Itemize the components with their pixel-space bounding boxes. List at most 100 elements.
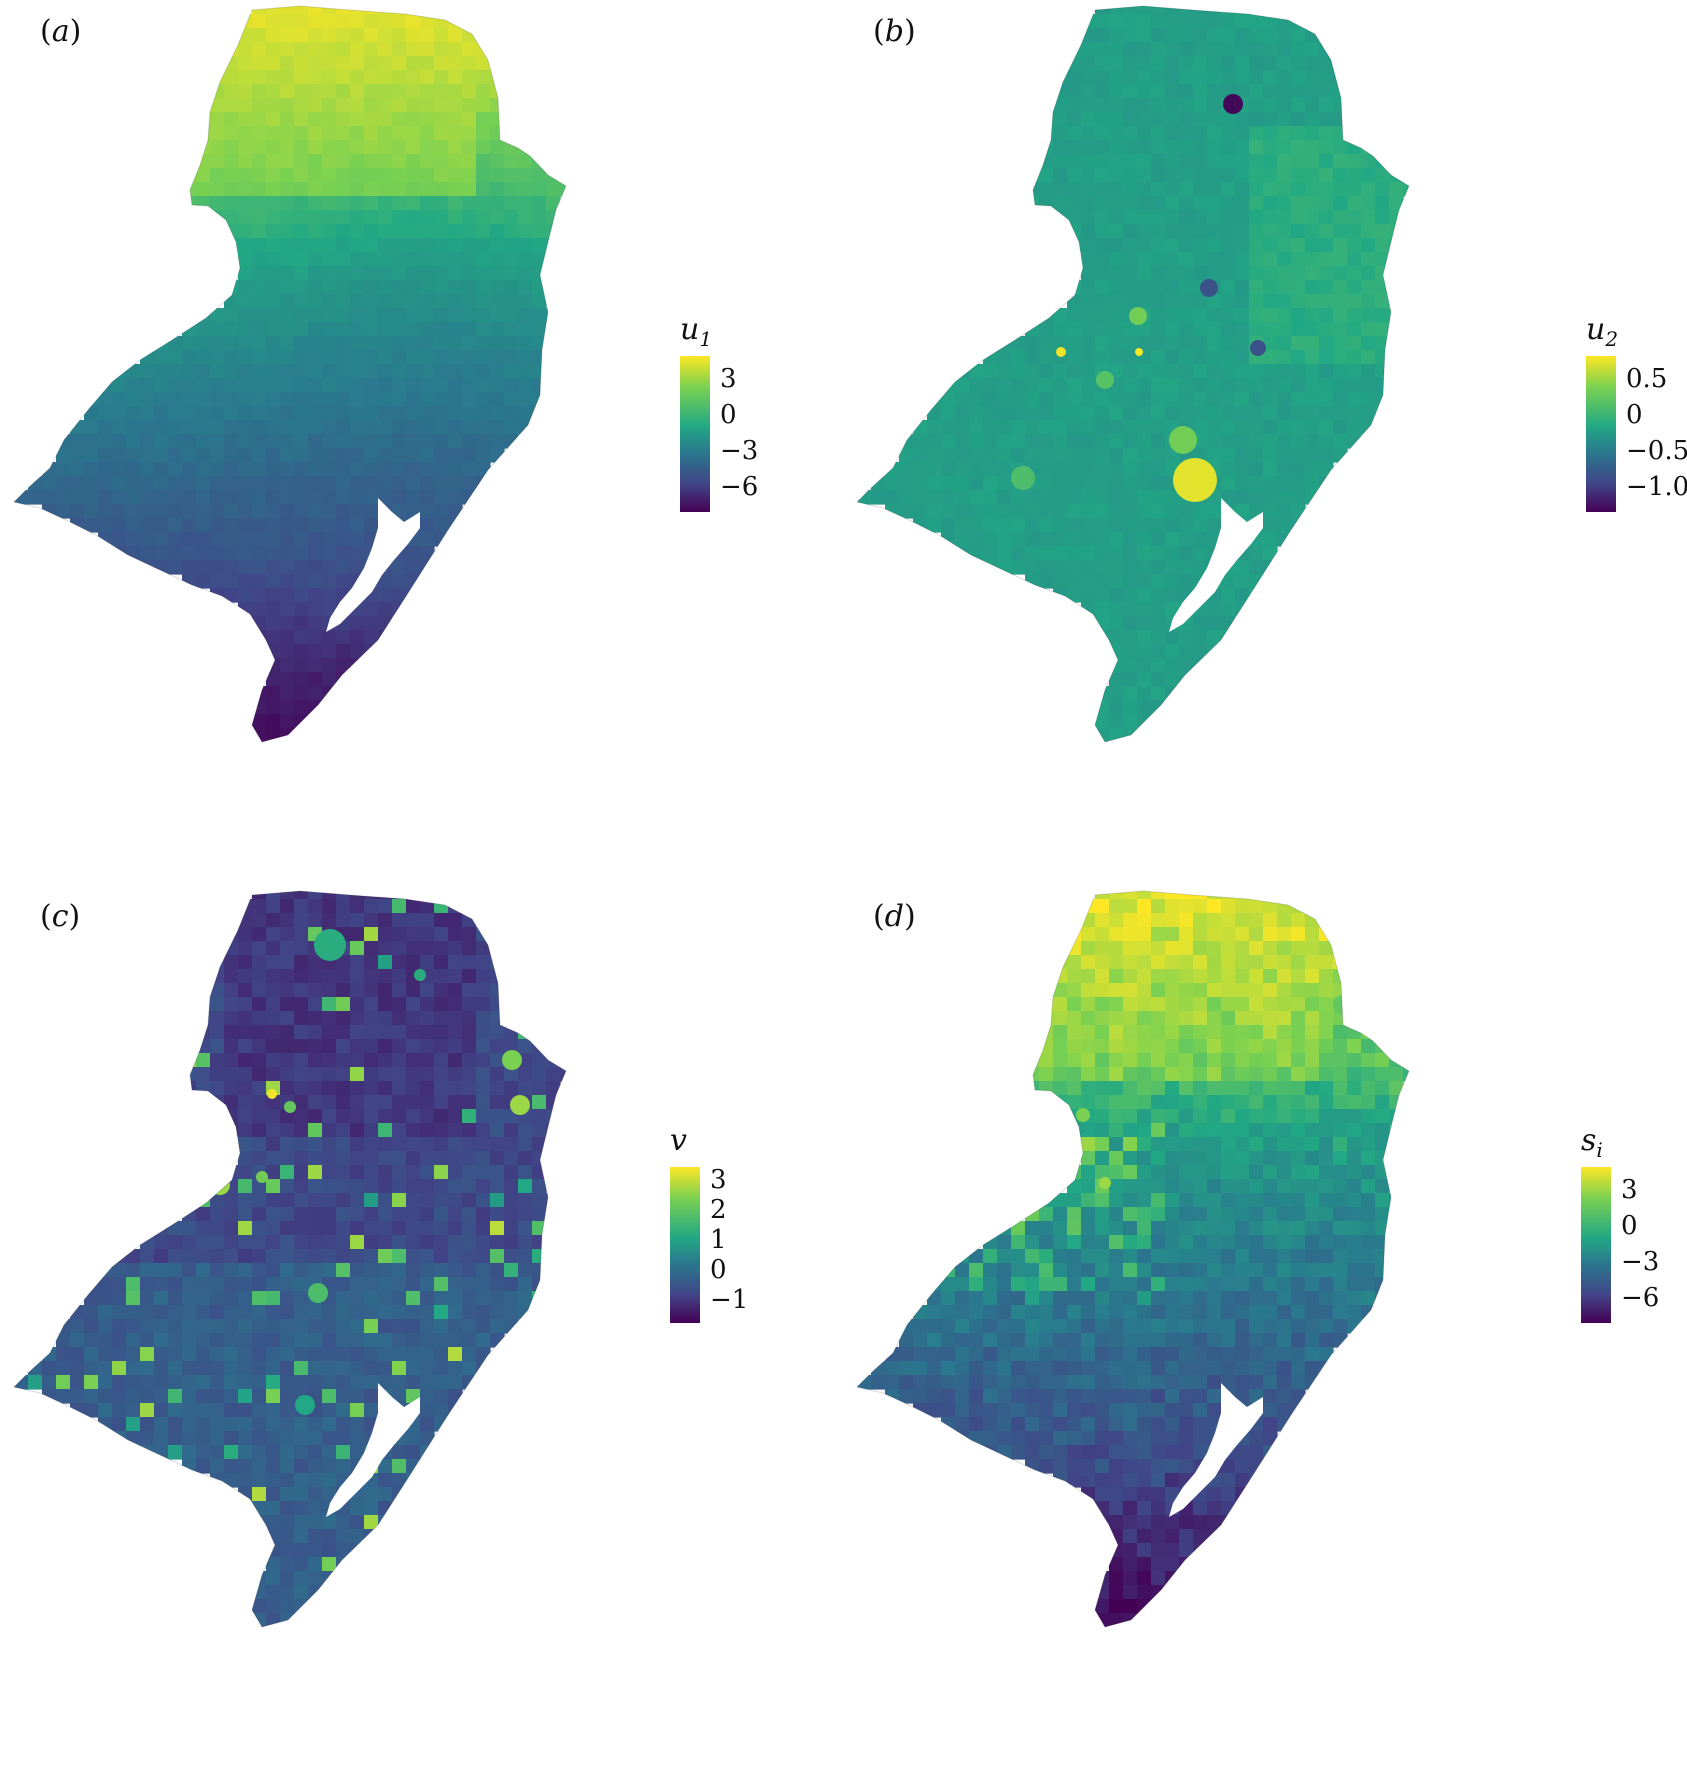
municipality-cell <box>532 1109 547 1124</box>
municipality-cell <box>448 378 463 393</box>
municipality-cell <box>1165 196 1180 211</box>
municipality-cell <box>1361 1249 1376 1264</box>
municipality-cell <box>462 1249 477 1264</box>
municipality-cell <box>154 434 169 449</box>
municipality-cell <box>336 336 351 351</box>
municipality-cell <box>1221 1291 1236 1306</box>
municipality-cell <box>210 112 225 127</box>
municipality-cell <box>392 294 407 309</box>
municipality-cell <box>252 378 267 393</box>
municipality-cell <box>378 997 393 1012</box>
municipality-cell <box>252 112 267 127</box>
municipality-cell <box>252 434 267 449</box>
municipality-cell <box>1067 154 1082 169</box>
municipality-cell <box>955 420 970 435</box>
tick-label: −3 <box>720 436 759 466</box>
municipality-cell <box>997 1445 1012 1460</box>
municipality-cell <box>294 462 309 477</box>
municipality-cell <box>266 1305 281 1320</box>
municipality-cell <box>927 1389 942 1404</box>
municipality-cell <box>1263 983 1278 998</box>
municipality-cell <box>336 1067 351 1082</box>
municipality-cell <box>1361 154 1376 169</box>
municipality-cell <box>1011 504 1026 519</box>
municipality-cell <box>1095 1389 1110 1404</box>
municipality-cell <box>1375 1263 1390 1278</box>
municipality-cell <box>364 927 379 942</box>
municipality-cell <box>322 448 337 463</box>
municipality-cell <box>1347 1137 1362 1152</box>
municipality-cell <box>350 1403 365 1418</box>
municipality-cell <box>126 1291 141 1306</box>
municipality-cell <box>280 1543 295 1558</box>
municipality-cell <box>941 392 956 407</box>
municipality-cell <box>1249 224 1264 239</box>
municipality-cell <box>196 1081 211 1096</box>
municipality-cell <box>997 1389 1012 1404</box>
municipality-cell <box>84 1375 99 1390</box>
municipality-cell <box>1095 1361 1110 1376</box>
municipality-cell <box>406 308 421 323</box>
municipality-cell <box>280 616 295 631</box>
municipality-cell <box>1109 350 1124 365</box>
municipality-cell <box>1165 364 1180 379</box>
municipality-cell <box>364 1375 379 1390</box>
municipality-cell <box>322 350 337 365</box>
municipality-cell <box>280 1473 295 1488</box>
municipality-cell <box>518 182 533 197</box>
municipality-cell <box>955 1333 970 1348</box>
municipality-cell <box>983 1431 998 1446</box>
municipality-cell <box>1011 1305 1026 1320</box>
municipality-cell <box>252 1417 267 1432</box>
municipality-cell <box>462 941 477 956</box>
municipality-cell <box>406 196 421 211</box>
municipality-cell <box>252 168 267 183</box>
municipality-cell <box>84 1361 99 1376</box>
municipality-cell <box>252 182 267 197</box>
municipality-cell <box>434 168 449 183</box>
municipality-cell <box>266 448 281 463</box>
municipality-cell <box>1249 1193 1264 1208</box>
municipality-cell <box>1123 6 1138 15</box>
municipality-cell <box>154 462 169 477</box>
municipality-cell <box>182 1291 197 1306</box>
municipality-cell <box>266 1263 281 1278</box>
municipality-cell <box>112 1263 127 1278</box>
municipality-cell <box>308 224 323 239</box>
municipality-cell <box>378 1095 393 1110</box>
municipality-cell <box>84 448 99 463</box>
municipality-cell <box>280 700 295 715</box>
municipality-cell <box>1291 280 1306 295</box>
municipality-cell <box>1081 1081 1096 1096</box>
municipality-cell <box>1165 336 1180 351</box>
municipality-cell <box>1291 1207 1306 1222</box>
municipality-cell <box>1207 1193 1222 1208</box>
municipality-cell <box>1095 1585 1110 1600</box>
municipality-cell <box>28 490 43 505</box>
municipality-cell <box>462 1305 477 1320</box>
municipality-cell <box>1277 1095 1292 1110</box>
municipality-cell <box>969 490 984 505</box>
municipality-cell <box>1193 1249 1208 1264</box>
municipality-cell <box>1151 1417 1166 1432</box>
municipality-cell <box>1235 112 1250 127</box>
municipality-cell <box>420 1263 435 1278</box>
municipality-cell <box>1277 1039 1292 1054</box>
municipality-cell <box>885 490 900 505</box>
municipality-cell <box>1347 1207 1362 1222</box>
municipality-cell <box>1123 658 1138 673</box>
municipality-cell <box>518 1193 533 1208</box>
municipality-cell <box>955 406 970 421</box>
municipality-cell <box>1039 1235 1054 1250</box>
municipality-cell <box>1151 1487 1166 1502</box>
municipality-cell <box>392 392 407 407</box>
municipality-cell <box>1389 1193 1404 1208</box>
municipality-cell <box>112 1333 127 1348</box>
municipality-cell <box>1277 14 1292 29</box>
municipality-cell <box>308 154 323 169</box>
municipality-cell <box>1067 1347 1082 1362</box>
municipality-cell <box>420 364 435 379</box>
municipality-cell <box>1375 1081 1390 1096</box>
municipality-cell <box>434 1291 449 1306</box>
municipality-cell <box>406 392 421 407</box>
